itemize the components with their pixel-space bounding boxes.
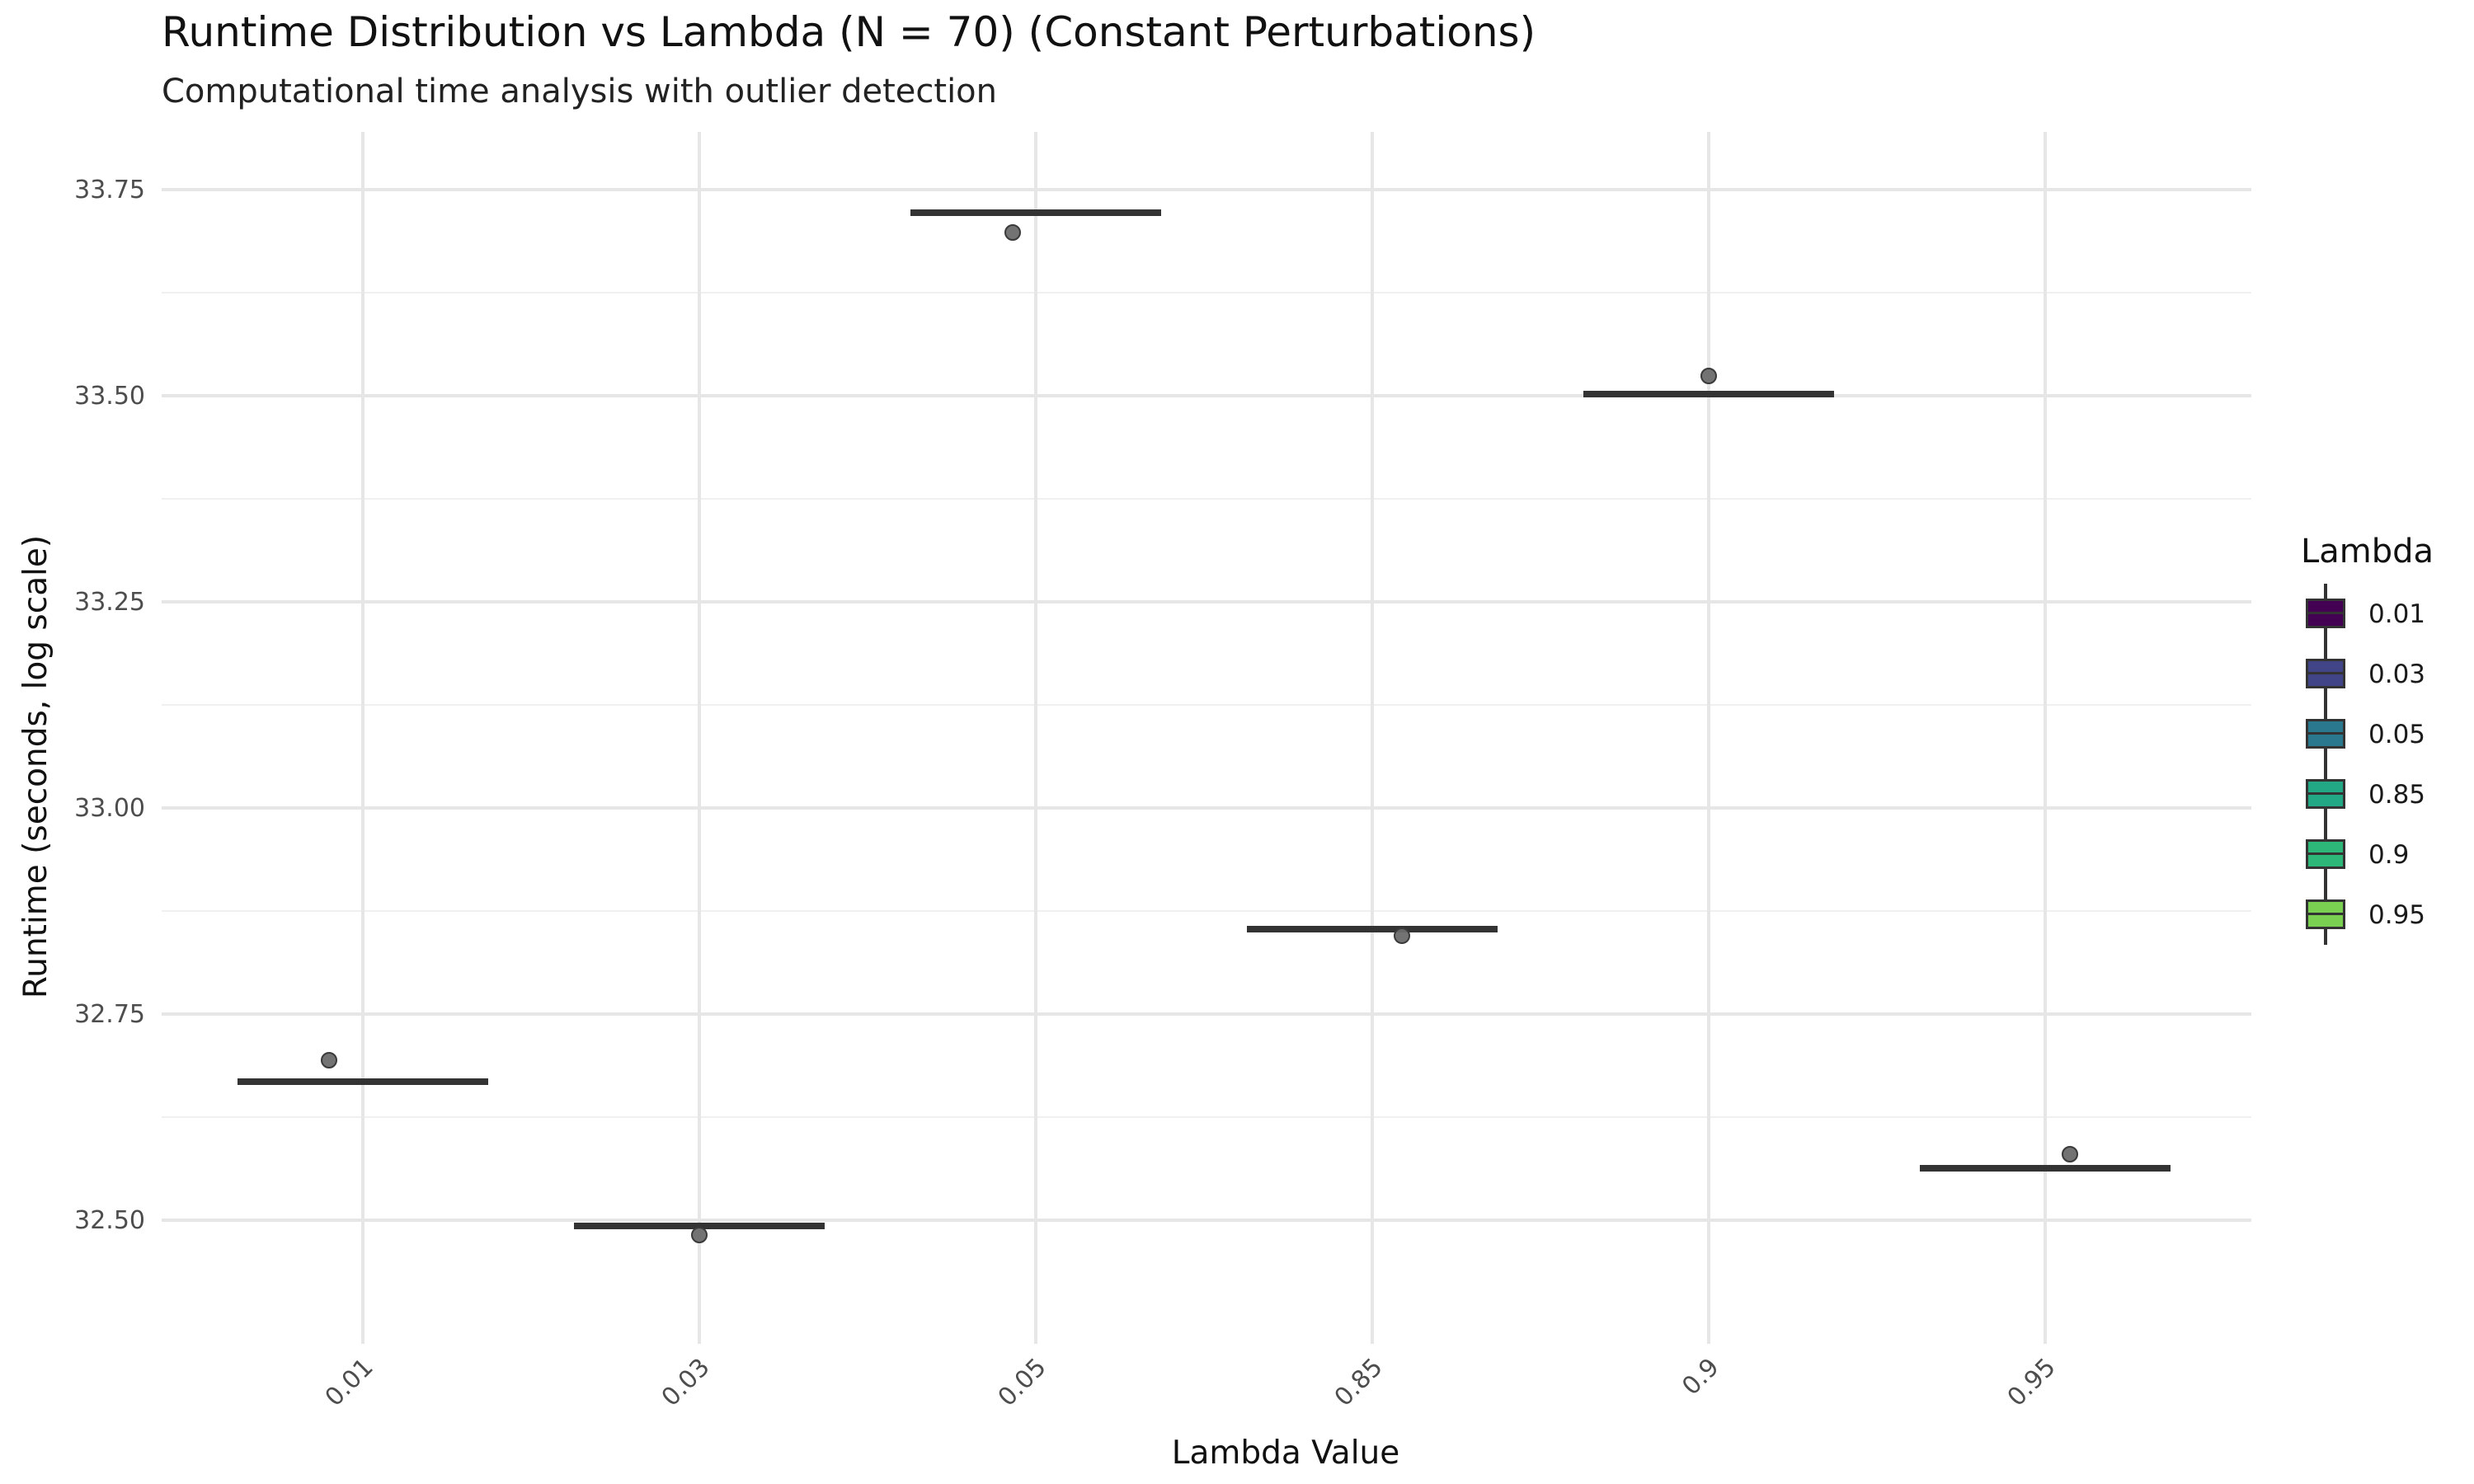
grid-layer <box>162 132 2251 1344</box>
legend-key <box>2301 824 2350 885</box>
legend-key-median <box>2306 852 2345 855</box>
y-tick-label: 33.50 <box>74 382 145 411</box>
legend-item: 0.03 <box>2301 644 2466 704</box>
legend-label: 0.01 <box>2368 599 2426 629</box>
legend-items: 0.01 0.03 0.05 0.85 0.9 0.95 <box>2301 584 2466 945</box>
box-marks <box>238 209 2171 1243</box>
legend-key-median <box>2306 913 2345 915</box>
x-tick-label: 0.9 <box>1677 1353 1724 1401</box>
x-tick-label: 0.95 <box>2002 1353 2062 1412</box>
x-tick-labels: 0.01 0.03 0.05 0.85 0.9 0.95 <box>320 1353 2062 1412</box>
legend-item: 0.01 <box>2301 584 2466 644</box>
data-point <box>1004 224 1021 241</box>
legend-key-median <box>2306 612 2345 614</box>
y-tick-label: 32.50 <box>74 1206 145 1235</box>
legend-key-median <box>2306 792 2345 795</box>
chart-title: Runtime Distribution vs Lambda (N = 70) … <box>162 8 1536 56</box>
legend-item: 0.85 <box>2301 764 2466 824</box>
data-point <box>691 1227 708 1243</box>
y-tick-label: 33.00 <box>74 794 145 823</box>
data-point <box>1394 928 1410 944</box>
legend-label: 0.95 <box>2368 899 2426 930</box>
legend-key <box>2301 644 2350 704</box>
legend-item: 0.95 <box>2301 885 2466 945</box>
legend-key <box>2301 885 2350 945</box>
y-tick-labels: 32.50 32.75 33.00 33.25 33.50 33.75 <box>74 176 145 1235</box>
legend-key-median <box>2306 672 2345 674</box>
legend-key <box>2301 704 2350 764</box>
legend-label: 0.03 <box>2368 659 2426 689</box>
y-axis-label: Runtime (seconds, log scale) <box>17 535 54 998</box>
data-point <box>321 1052 337 1068</box>
legend-label: 0.85 <box>2368 779 2426 810</box>
legend-label: 0.9 <box>2368 839 2410 870</box>
x-tick-label: 0.01 <box>320 1353 379 1412</box>
x-tick-label: 0.85 <box>1329 1353 1389 1412</box>
legend-label: 0.05 <box>2368 719 2426 749</box>
legend: Lambda 0.01 0.03 0.05 0.85 0.9 0.95 <box>2301 533 2466 945</box>
legend-item: 0.9 <box>2301 824 2466 885</box>
y-tick-label: 32.75 <box>74 1000 145 1029</box>
chart-subtitle: Computational time analysis with outlier… <box>162 73 998 110</box>
x-tick-label: 0.03 <box>656 1353 716 1412</box>
legend-item: 0.05 <box>2301 704 2466 764</box>
data-point <box>1700 368 1717 384</box>
x-tick-label: 0.05 <box>993 1353 1052 1412</box>
legend-key <box>2301 584 2350 644</box>
data-point <box>2062 1146 2078 1162</box>
y-tick-label: 33.75 <box>74 176 145 204</box>
legend-title: Lambda <box>2301 533 2434 571</box>
legend-key-median <box>2306 732 2345 735</box>
y-tick-label: 33.25 <box>74 588 145 617</box>
legend-key <box>2301 764 2350 824</box>
x-axis-label: Lambda Value <box>1172 1435 1400 1472</box>
